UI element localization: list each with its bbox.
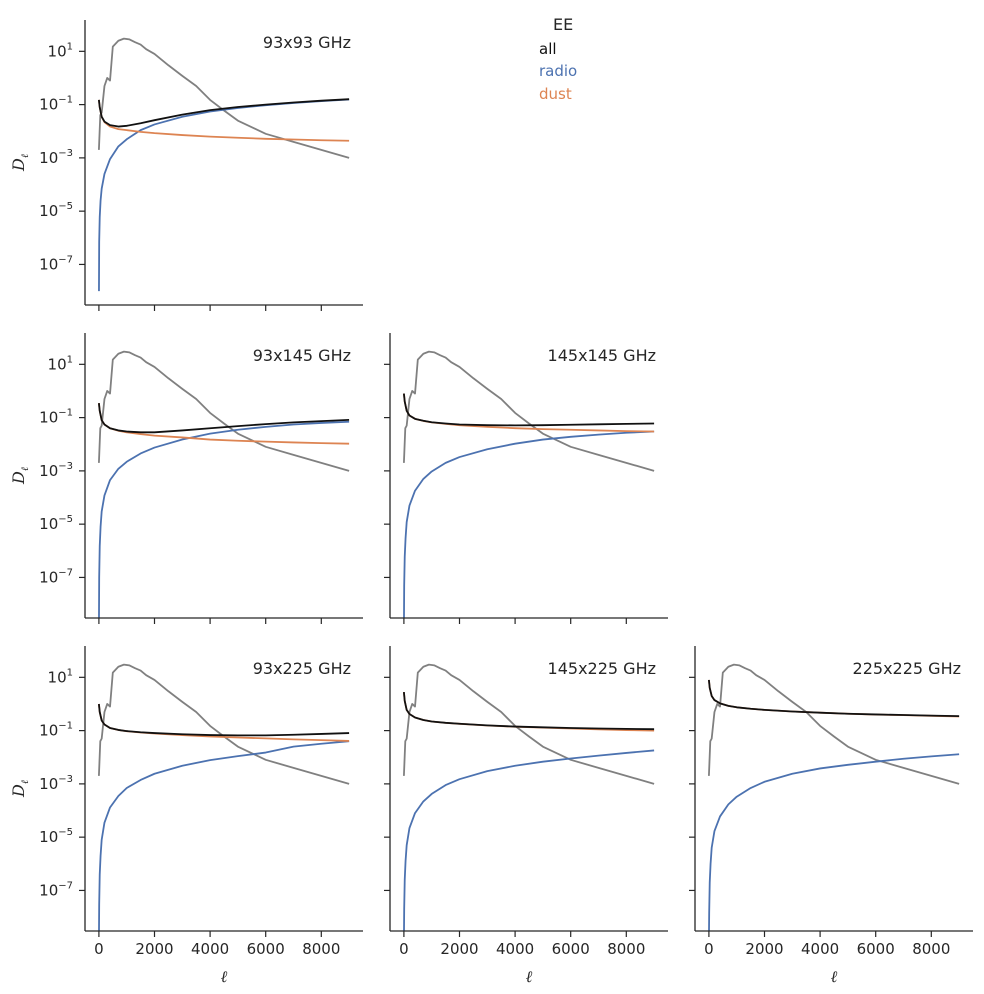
subplot-6: 0 2000 4000 6000 8000 225x225 GHz ℓ (689, 646, 973, 986)
series-line-radio (403, 430, 655, 618)
x-tick-label: 6000 (247, 940, 285, 958)
series-line-dust (403, 691, 655, 732)
y-tick-label: 10−7 (39, 567, 73, 586)
y-tick-label: 10−1 (39, 721, 73, 740)
y-tick-label: 10−5 (39, 514, 73, 533)
series-line-radio (708, 753, 960, 931)
series-group (98, 350, 350, 618)
panel-title: 93x145 GHz (253, 346, 351, 365)
x-tick-label: 6000 (552, 940, 590, 958)
series-line-radio (98, 98, 350, 292)
series-line-radio (98, 420, 350, 618)
y-tick-label: 10−1 (39, 95, 73, 114)
series-line-all (98, 703, 350, 737)
panel-title: 93x93 GHz (263, 33, 351, 52)
series-line-dust (708, 679, 960, 718)
y-axis-label: Dℓ (9, 467, 31, 485)
series-group (403, 350, 655, 618)
panel-title: 145x145 GHz (548, 346, 656, 365)
x-tick-label: 8000 (302, 940, 340, 958)
y-axis-label: Dℓ (9, 780, 31, 798)
x-tick-label: 2000 (440, 940, 478, 958)
y-tick-label: 10−7 (39, 254, 73, 273)
y-tick-label: 10−3 (39, 148, 73, 167)
series-line-cmb (98, 350, 350, 472)
x-tick-label: 4000 (496, 940, 534, 958)
y-tick-label: 101 (48, 667, 73, 686)
legend-entry-radio: radio (539, 62, 577, 80)
y-tick-label: 101 (48, 354, 73, 373)
subplot-2: 10−7 10−5 10−3 10−1 101 93x145 GHz Dℓ (9, 333, 363, 624)
x-tick-label: 4000 (191, 940, 229, 958)
x-tick-label: 6000 (857, 940, 895, 958)
series-line-radio (98, 740, 350, 931)
y-tick-label: 10−1 (39, 408, 73, 427)
series-line-all (403, 393, 655, 427)
series-line-all (708, 679, 960, 718)
x-tick-label: 8000 (912, 940, 950, 958)
x-tick-label: 4000 (801, 940, 839, 958)
x-axis-label: ℓ (831, 967, 838, 986)
y-tick-label: 10−3 (39, 774, 73, 793)
series-group (98, 37, 350, 292)
series-line-cmb (403, 663, 655, 785)
series-line-dust (98, 99, 350, 142)
y-tick-label: 10−5 (39, 201, 73, 220)
x-tick-label: 0 (399, 940, 409, 958)
series-group (98, 663, 350, 931)
series-line-cmb (98, 663, 350, 785)
x-tick-label: 0 (704, 940, 714, 958)
subplot-3: 145x145 GHz (384, 333, 668, 624)
legend-entry-all: all (539, 40, 557, 58)
series-line-cmb (708, 663, 960, 785)
series-group (403, 663, 655, 931)
panel-title: 93x225 GHz (253, 659, 351, 678)
series-line-all (98, 403, 350, 434)
y-tick-label: 101 (48, 41, 73, 60)
y-axis-label: Dℓ (9, 154, 31, 172)
subplot-4: 0 2000 4000 6000 8000 10−7 10−5 10−3 10−1 101 93x2… (9, 646, 363, 986)
legend: EE all radio dust (539, 15, 577, 103)
series-line-cmb (403, 350, 655, 472)
series-line-radio (403, 749, 655, 931)
x-tick-label: 2000 (745, 940, 783, 958)
series-line-all (403, 691, 655, 731)
panel-title: 145x225 GHz (548, 659, 656, 678)
x-tick-label: 8000 (607, 940, 645, 958)
y-tick-label: 10−7 (39, 880, 73, 899)
x-axis-label: ℓ (526, 967, 533, 986)
series-line-cmb (98, 37, 350, 159)
x-axis-label: ℓ (221, 967, 228, 986)
panel-title: 225x225 GHz (853, 659, 961, 678)
subplot-5: 0 2000 4000 6000 8000 145x225 GHz ℓ (384, 646, 668, 986)
series-group (708, 663, 960, 931)
subplot-1: 10−7 10−5 10−3 10−1 101 93x93 GHz Dℓ (9, 20, 363, 311)
y-tick-label: 10−3 (39, 461, 73, 480)
series-line-all (98, 98, 350, 128)
x-tick-label: 2000 (135, 940, 173, 958)
legend-entry-dust: dust (539, 85, 572, 103)
y-tick-label: 10−5 (39, 827, 73, 846)
legend-title: EE (553, 15, 573, 34)
x-tick-label: 0 (94, 940, 104, 958)
